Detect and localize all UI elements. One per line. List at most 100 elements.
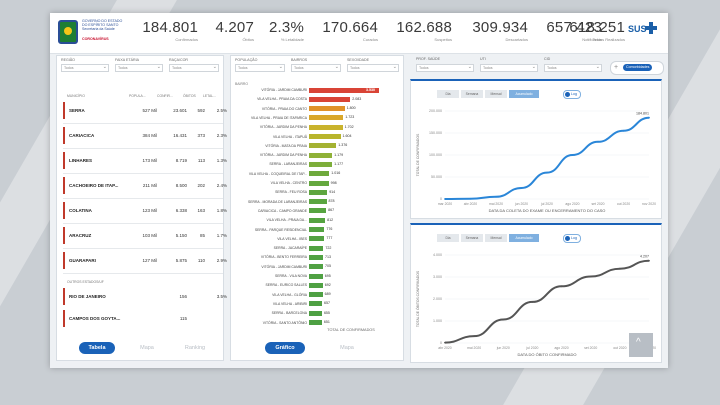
dia-button[interactable]: Dia bbox=[437, 234, 459, 242]
bar[interactable] bbox=[309, 273, 323, 279]
column-header[interactable]: POPULA... bbox=[129, 94, 146, 98]
state-seal-icon bbox=[58, 20, 78, 44]
tab-tabela[interactable]: Tabela bbox=[79, 342, 115, 354]
uti-dropdown[interactable]: Todos bbox=[480, 64, 538, 72]
cid-dropdown[interactable]: Todos bbox=[544, 64, 602, 72]
bar[interactable] bbox=[309, 208, 327, 214]
bar[interactable] bbox=[309, 171, 330, 177]
data-point[interactable] bbox=[618, 267, 621, 270]
tab-mapa[interactable]: Mapa bbox=[340, 345, 354, 351]
bar[interactable] bbox=[309, 115, 344, 121]
x-tick-label: set 2020 bbox=[584, 346, 597, 350]
bar[interactable] bbox=[309, 180, 329, 186]
bar-value: 713 bbox=[325, 254, 331, 259]
bar[interactable] bbox=[309, 161, 333, 167]
bar[interactable] bbox=[309, 320, 322, 325]
data-point[interactable] bbox=[444, 198, 446, 200]
data-point[interactable] bbox=[560, 285, 563, 288]
column-header[interactable]: MUNICÍPIO bbox=[67, 94, 85, 98]
mensal-button[interactable]: Mensal bbox=[485, 234, 507, 242]
scroll-top-button[interactable]: ^ bbox=[629, 333, 653, 357]
region-dropdown[interactable]: Todos bbox=[61, 64, 109, 72]
bar[interactable] bbox=[309, 87, 379, 93]
bar[interactable] bbox=[309, 124, 343, 130]
data-point[interactable] bbox=[571, 154, 574, 156]
data-point[interactable] bbox=[469, 197, 472, 200]
column-header[interactable]: ÓBITOS bbox=[183, 94, 196, 98]
bar[interactable] bbox=[309, 143, 337, 149]
bar[interactable] bbox=[309, 236, 325, 242]
data-point[interactable] bbox=[648, 259, 650, 262]
tab-ranking[interactable]: Ranking bbox=[184, 345, 206, 351]
bar[interactable] bbox=[309, 282, 323, 288]
bar[interactable] bbox=[309, 217, 326, 223]
bar[interactable] bbox=[309, 264, 323, 270]
column-header[interactable]: CONFIR... bbox=[157, 94, 173, 98]
bar[interactable] bbox=[309, 245, 324, 251]
bar[interactable] bbox=[309, 310, 322, 316]
semana-button[interactable]: Semana bbox=[461, 234, 483, 242]
data-point[interactable] bbox=[648, 116, 650, 119]
dia-button[interactable]: Dia bbox=[437, 90, 459, 98]
table-row[interactable]: CAMPOS DOS GOYTA... 115 bbox=[63, 310, 225, 327]
tab-grafico[interactable]: Gráfico bbox=[265, 342, 305, 354]
bar[interactable] bbox=[309, 106, 345, 112]
population-dropdown[interactable]: Todos bbox=[235, 64, 285, 72]
column-header[interactable]: LETAL... bbox=[203, 94, 216, 98]
sex-age-dropdown[interactable]: Todos bbox=[347, 64, 399, 72]
data-point[interactable] bbox=[531, 301, 534, 303]
bar-value: 692 bbox=[324, 282, 331, 287]
bairro-dropdown[interactable]: Todos bbox=[291, 64, 341, 72]
series-line[interactable] bbox=[444, 259, 650, 344]
bar[interactable] bbox=[309, 152, 333, 158]
data-point[interactable] bbox=[444, 341, 446, 344]
bar[interactable] bbox=[309, 134, 341, 139]
log-toggle[interactable]: Log bbox=[563, 234, 581, 243]
data-point[interactable] bbox=[520, 187, 523, 189]
comorbidades-label: Comorbidades bbox=[623, 64, 653, 71]
data-point[interactable] bbox=[622, 129, 625, 132]
table-row[interactable]: SERRA 527 Mil 23.601 592 2.5% bbox=[63, 102, 227, 119]
plus-icon: + bbox=[614, 64, 619, 71]
data-point[interactable] bbox=[495, 195, 497, 198]
race-dropdown[interactable]: Todos bbox=[169, 64, 219, 72]
health-prof-dropdown[interactable]: Todos bbox=[416, 64, 474, 72]
comorbidades-button[interactable]: + Comorbidades bbox=[610, 61, 664, 75]
bar[interactable] bbox=[309, 227, 325, 232]
age-dropdown[interactable]: Todos bbox=[115, 64, 163, 72]
table-row[interactable]: GUARAPARI 127 Mil 5.875 110 2.9% bbox=[63, 252, 227, 269]
data-point[interactable] bbox=[589, 275, 592, 278]
table-cell: 23.601 bbox=[173, 108, 187, 113]
bar[interactable] bbox=[309, 96, 351, 102]
bar[interactable] bbox=[309, 199, 327, 205]
mensal-button[interactable]: Mensal bbox=[485, 90, 507, 98]
table-row[interactable]: CACHOEIRO DE ITAP... 211 Mil 8.500 202 2.4% bbox=[63, 177, 227, 194]
bar-label: CARIACICA - CAMPO GRANDE bbox=[257, 208, 307, 213]
logo-line: Secretaria da Saúde bbox=[82, 27, 115, 31]
data-point[interactable] bbox=[502, 318, 505, 321]
table-cell: 103 Mil bbox=[142, 233, 157, 238]
data-point[interactable] bbox=[473, 335, 476, 338]
table-row[interactable]: COLATINA 123 Mil 6.338 163 1.8% bbox=[63, 202, 227, 219]
acumulado-button[interactable]: Acumulado bbox=[509, 90, 539, 98]
data-point[interactable] bbox=[597, 140, 599, 143]
table-row[interactable]: LINHARES 173 Mil 8.719 113 1.3% bbox=[63, 152, 227, 169]
acumulado-button[interactable]: Acumulado bbox=[509, 234, 539, 242]
tab-mapa[interactable]: Mapa bbox=[140, 345, 154, 351]
y-tick-label: 150.000 bbox=[429, 131, 442, 135]
bar[interactable] bbox=[309, 254, 323, 260]
semana-button[interactable]: Semana bbox=[461, 90, 483, 98]
table-row[interactable]: CARIACICA 384 Mil 16.431 373 2.3% bbox=[63, 127, 227, 144]
bar[interactable] bbox=[309, 292, 323, 298]
bar[interactable] bbox=[309, 301, 323, 307]
x-tick-label: mar 2020 bbox=[438, 202, 452, 206]
log-toggle[interactable]: Log bbox=[563, 90, 581, 99]
table-row[interactable]: RIO DE JANEIRO 156 3.5% bbox=[63, 288, 227, 305]
bar[interactable] bbox=[309, 189, 328, 195]
y-tick-label: 2.000 bbox=[433, 297, 442, 301]
series-line[interactable] bbox=[444, 116, 650, 200]
table-cell: 3.5% bbox=[216, 294, 227, 299]
table-row[interactable]: ARACRUZ 103 Mil 5.150 85 1.7% bbox=[63, 227, 227, 244]
data-point[interactable] bbox=[546, 171, 548, 174]
bar-value: 1.177 bbox=[334, 161, 344, 166]
